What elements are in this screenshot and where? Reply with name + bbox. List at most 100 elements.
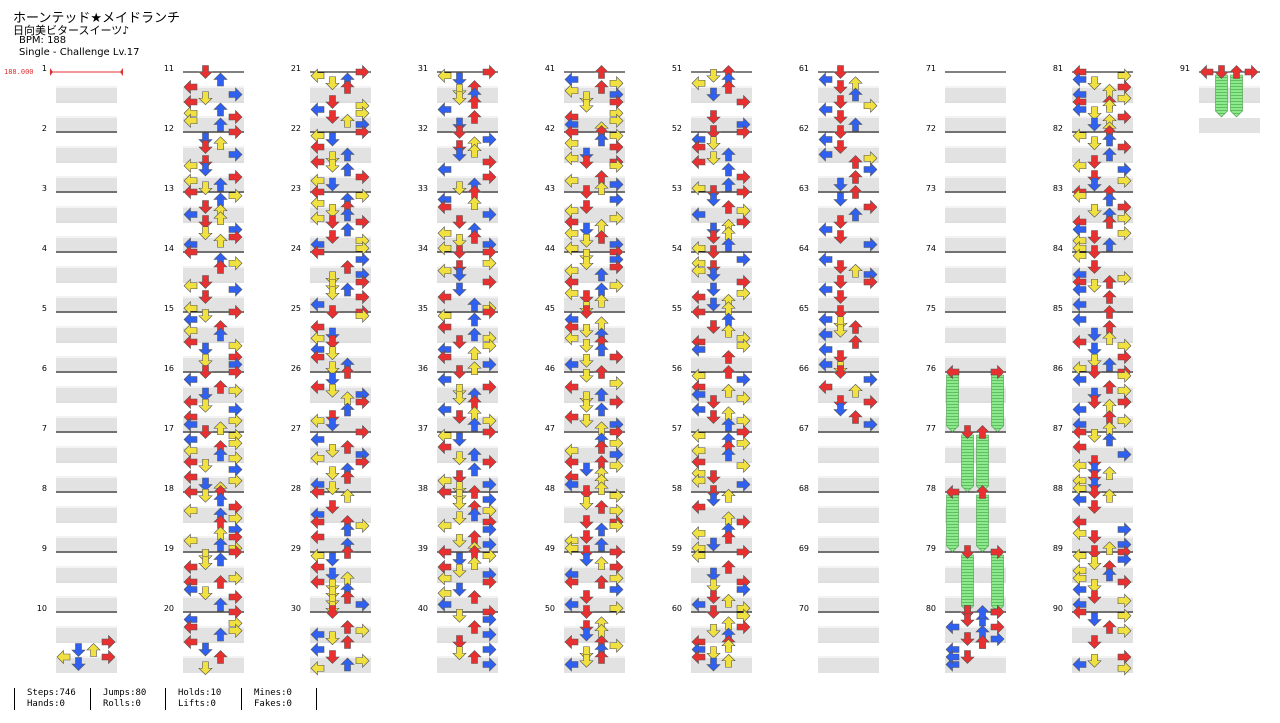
measure-number: 65 [799, 304, 809, 313]
measure-band [945, 328, 1006, 343]
right-arrow [609, 394, 624, 410]
up-arrow [340, 635, 355, 649]
right-arrow [1117, 91, 1132, 106]
left-arrow [564, 136, 579, 151]
down-arrow [452, 72, 467, 87]
measure-band [183, 178, 244, 193]
up-arrow [721, 638, 736, 653]
left-arrow [1072, 188, 1087, 203]
right-arrow [1117, 593, 1132, 608]
down-arrow [198, 275, 213, 289]
up-arrow [721, 177, 736, 192]
right-arrow [736, 184, 751, 200]
up-arrow [340, 282, 355, 297]
measure-band [564, 268, 625, 283]
down-arrow [579, 256, 594, 271]
down-arrow [1087, 278, 1102, 293]
left-arrow [1072, 604, 1087, 620]
down-arrow [960, 650, 975, 664]
measure-number: 28 [291, 484, 301, 493]
measure-band [56, 478, 117, 493]
right-arrow [736, 582, 751, 597]
left-arrow [310, 432, 325, 447]
measure-number: 85 [1053, 304, 1063, 313]
down-arrow [1087, 590, 1102, 604]
left-arrow [183, 503, 198, 518]
right-arrow [228, 282, 243, 297]
right-arrow [609, 278, 624, 293]
up-arrow [594, 537, 609, 552]
left-arrow [183, 372, 198, 387]
left-arrow [437, 439, 452, 455]
down-arrow [579, 485, 594, 499]
measure-band [1072, 298, 1133, 313]
measure-number: 90 [1053, 604, 1063, 613]
up-arrow [1102, 357, 1117, 372]
down-arrow [833, 365, 848, 379]
right-arrow [609, 544, 624, 560]
up-arrow [213, 177, 228, 192]
down-arrow [833, 215, 848, 229]
right-arrow [863, 394, 878, 410]
up-arrow [594, 230, 609, 244]
down-arrow [706, 605, 721, 619]
up-arrow [1102, 466, 1117, 481]
measure-number: 86 [1053, 364, 1063, 373]
stat-fakes: Fakes:0 [254, 699, 292, 709]
down-arrow [71, 643, 86, 657]
down-arrow [452, 267, 467, 282]
left-arrow [183, 158, 198, 173]
down-arrow [1087, 327, 1102, 342]
right-arrow [609, 582, 624, 597]
down-arrow [833, 65, 848, 79]
measure-band [945, 478, 1006, 493]
measure-band [945, 508, 1006, 523]
down-arrow [452, 147, 467, 162]
right-arrow [1117, 226, 1132, 241]
up-arrow [467, 507, 482, 522]
left-arrow [310, 297, 325, 312]
measure-band [56, 598, 117, 613]
up-arrow [467, 143, 482, 158]
up-arrow [1102, 290, 1117, 304]
up-arrow [340, 402, 355, 417]
hold-body [1215, 74, 1228, 118]
measure-band [56, 658, 117, 673]
measure-number: 47 [545, 424, 555, 433]
left-arrow [1072, 424, 1087, 440]
up-arrow [467, 447, 482, 462]
down-arrow [706, 68, 721, 83]
down-arrow [452, 245, 467, 259]
measure-band [945, 658, 1006, 673]
left-arrow [818, 102, 833, 117]
left-arrow [310, 574, 325, 590]
down-arrow [198, 215, 213, 229]
down-arrow [325, 203, 340, 218]
right-arrow [609, 638, 624, 653]
down-arrow [706, 395, 721, 409]
left-arrow [691, 597, 706, 612]
up-arrow [594, 387, 609, 402]
down-arrow [706, 578, 721, 593]
left-arrow [437, 372, 452, 387]
down-arrow [452, 391, 467, 406]
measure-number: 8 [42, 484, 47, 493]
right-arrow [863, 237, 878, 252]
measure-band [945, 148, 1006, 163]
down-arrow [325, 567, 340, 582]
right-arrow [1117, 608, 1132, 623]
down-arrow [198, 308, 213, 323]
down-arrow [706, 110, 721, 124]
measure-band [56, 418, 117, 433]
down-arrow [833, 350, 848, 364]
left-arrow [310, 529, 325, 545]
right-arrow [228, 169, 243, 185]
left-arrow [183, 469, 198, 485]
hold-body [1230, 74, 1243, 118]
measure-number: 84 [1053, 244, 1063, 253]
left-arrow [1072, 526, 1087, 541]
up-arrow [340, 620, 355, 634]
down-arrow [325, 305, 340, 319]
measure-number: 55 [672, 304, 682, 313]
bpm-line-cap-left [50, 68, 53, 76]
